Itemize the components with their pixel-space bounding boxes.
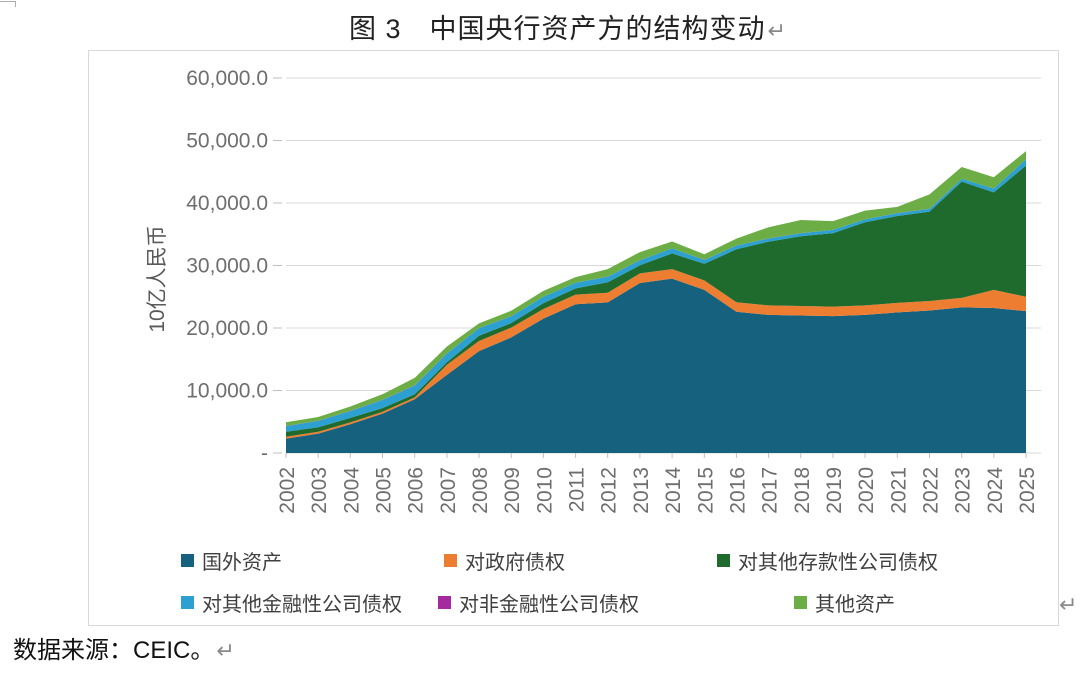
legend-item: 其他资产 [794, 588, 895, 617]
x-tick-label: 2010 [533, 467, 556, 514]
x-tick-label: 2023 [952, 467, 975, 514]
chart-title: 图 3 中国央行资产方的结构变动 [349, 14, 766, 44]
legend-swatch [444, 554, 457, 567]
x-tick-label: 2002 [276, 467, 299, 514]
x-tick-label: 2019 [823, 467, 846, 514]
x-tick-label: 2009 [501, 467, 524, 514]
legend-item: 对其他存款性公司债权 [717, 546, 938, 575]
chart-title-row: 图 3 中国央行资产方的结构变动↵ [28, 7, 1080, 46]
y-tick-label: 10,000.0 [186, 380, 268, 403]
x-tick-label: 2016 [726, 467, 749, 514]
x-tick-label: 2008 [469, 467, 492, 514]
x-tick-label: 2005 [373, 467, 396, 514]
x-tick-label: 2012 [598, 467, 621, 514]
legend-item: 对其他金融性公司债权 [181, 588, 402, 617]
legend-item: 国外资产 [181, 546, 282, 575]
x-tick-label: 2024 [984, 467, 1007, 514]
legend-swatch [717, 554, 730, 567]
x-tick-label: 2022 [920, 467, 943, 514]
paragraph-return-icon: ↵ [1059, 592, 1078, 617]
x-tick-label: 2004 [340, 467, 363, 514]
x-tick-label: 2003 [308, 467, 331, 514]
legend-label: 对其他存款性公司债权 [738, 552, 938, 574]
x-tick-label: 2017 [759, 467, 782, 514]
legend-label: 对其他金融性公司债权 [202, 594, 402, 616]
x-tick-label: 2015 [694, 467, 717, 514]
y-axis-title: 10亿人民币 [146, 225, 169, 332]
paragraph-return-icon: ↵ [767, 18, 787, 43]
data-source-note: 数据来源：CEIC。↵ [13, 630, 235, 665]
x-tick-label: 2021 [887, 467, 910, 514]
legend-label: 对非金融性公司债权 [459, 594, 639, 616]
paragraph-return-icon: ↵ [216, 638, 235, 663]
x-tick-label: 2011 [566, 467, 589, 512]
area-series [286, 159, 1026, 432]
y-tick-label: - [261, 442, 268, 465]
page-corner-mark [0, 1, 16, 7]
y-tick-label: 20,000.0 [186, 317, 268, 340]
y-tick-label: 50,000.0 [186, 130, 268, 153]
y-tick-label: 40,000.0 [186, 192, 268, 215]
area-series [286, 151, 1026, 426]
legend-label: 其他资产 [815, 594, 895, 616]
legend-swatch [794, 596, 807, 609]
legend-swatch [438, 596, 451, 609]
area-series [286, 165, 1026, 437]
legend-label: 国外资产 [202, 552, 282, 574]
x-tick-label: 2013 [630, 467, 653, 514]
legend-label: 对政府债权 [465, 552, 565, 574]
data-source-text: 数据来源：CEIC。 [13, 637, 215, 664]
legend-item: 对非金融性公司债权 [438, 588, 639, 617]
y-tick-label: 30,000.0 [186, 255, 268, 278]
x-tick-label: 2025 [1016, 467, 1039, 514]
stacked-area-chart: - 10,000.0 20,000.0 30,000.0 40,000.0 50,000.… [146, 67, 1041, 514]
x-tick-label: 2020 [855, 467, 878, 514]
area-series [286, 269, 1026, 439]
x-tick-label: 2018 [791, 467, 814, 514]
chart-panel[interactable]: - 10,000.0 20,000.0 30,000.0 40,000.0 50,000.… [88, 50, 1059, 626]
area-series [286, 278, 1026, 453]
legend-swatch [181, 596, 194, 609]
legend-swatch [181, 554, 194, 567]
y-tick-label: 60,000.0 [186, 67, 268, 90]
x-tick-label: 2014 [662, 467, 685, 514]
x-tick-label: 2006 [405, 467, 428, 514]
legend-item: 对政府债权 [444, 546, 565, 575]
x-tick-label: 2007 [437, 467, 460, 514]
